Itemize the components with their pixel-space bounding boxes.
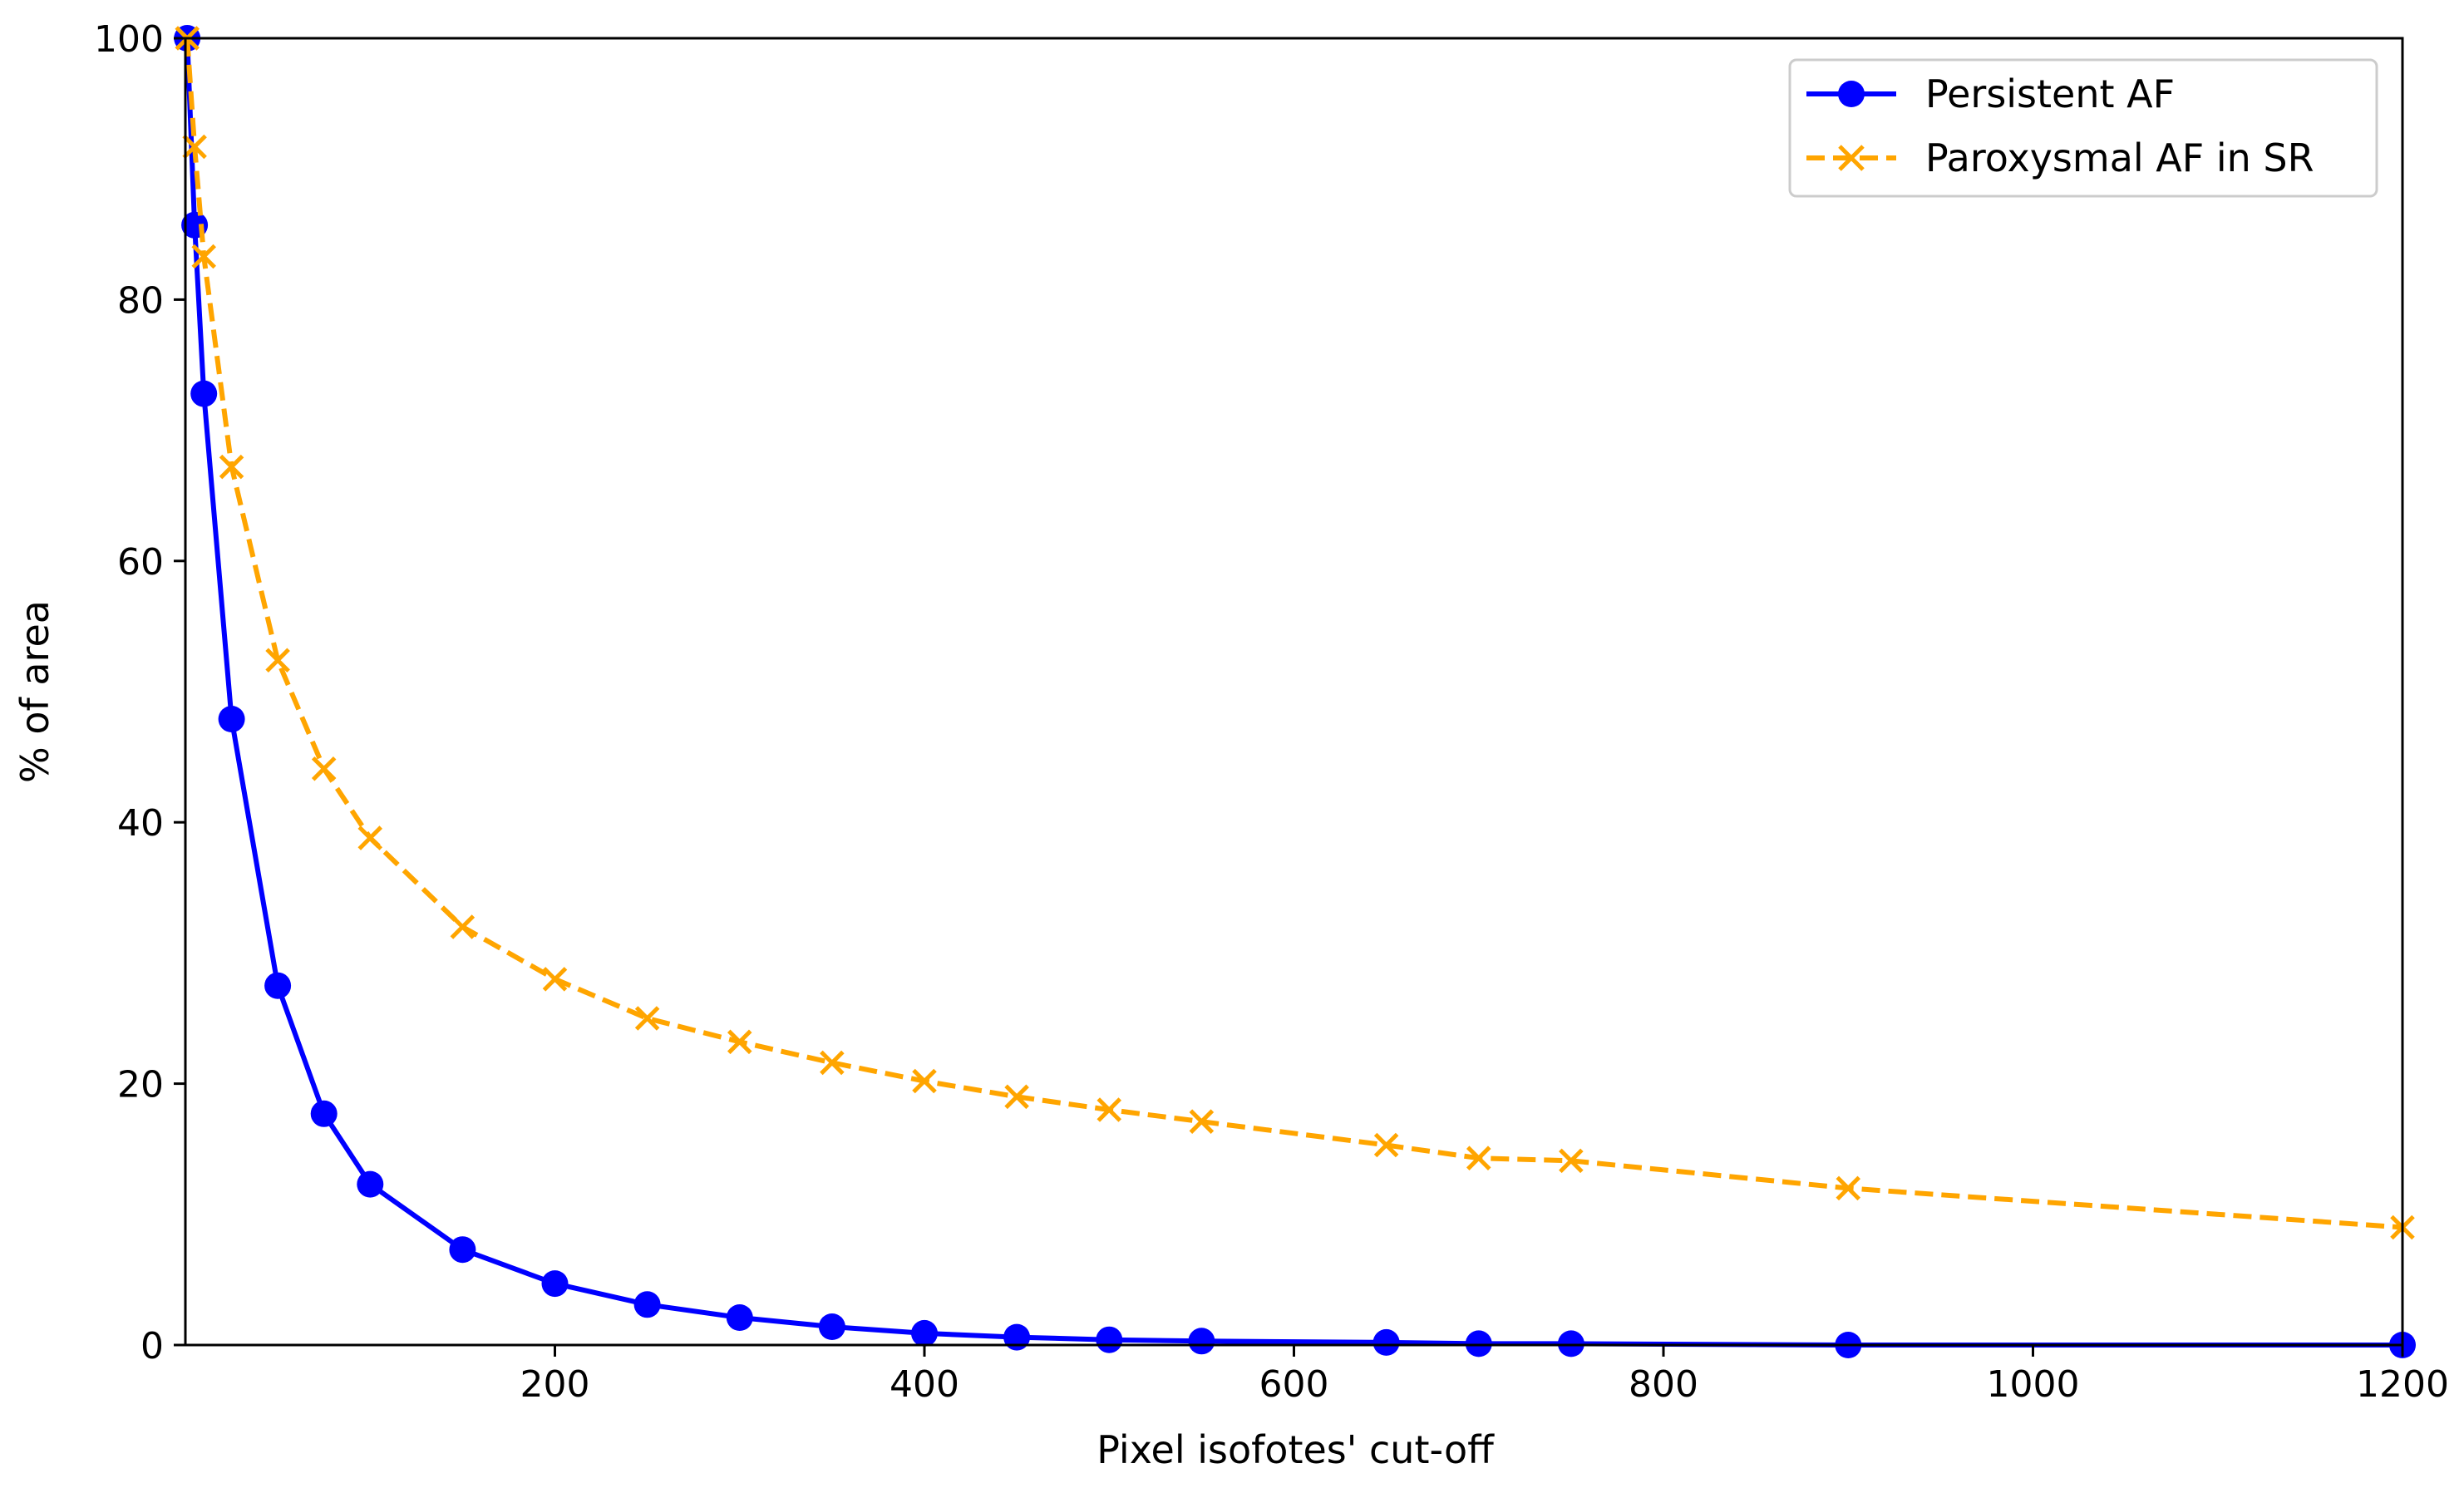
data-point-persistent-af — [218, 706, 245, 732]
data-point-persistent-af — [264, 972, 292, 999]
data-point-persistent-af — [633, 1291, 661, 1318]
data-point-paroxysmal-af-in-sr — [1004, 1084, 1029, 1110]
data-point-persistent-af — [541, 1270, 569, 1298]
data-point-persistent-af — [449, 1236, 476, 1264]
data-point-paroxysmal-af-in-sr — [912, 1068, 937, 1094]
data-point-paroxysmal-af-in-sr — [727, 1029, 752, 1055]
data-point-paroxysmal-af-in-sr — [357, 825, 383, 850]
data-point-persistent-af — [310, 1100, 338, 1127]
legend-marker-paroxysmal-af — [1838, 145, 1865, 171]
x-tick-label: 800 — [1629, 1363, 1698, 1406]
y-tick-label: 0 — [140, 1325, 164, 1367]
x-tick-label: 200 — [520, 1363, 590, 1406]
legend-item-paroxysmal-af: Paroxysmal AF in SR — [1806, 135, 2314, 180]
data-point-paroxysmal-af-in-sr — [1189, 1109, 1215, 1134]
axes-layer: 200 400 600 800 1000 1200 0 20 40 60 80 100 — [94, 18, 2449, 1406]
legend-item-persistent-af: Persistent AF — [1806, 71, 2175, 116]
data-point-paroxysmal-af-in-sr — [542, 967, 568, 992]
data-point-paroxysmal-af-in-sr — [191, 244, 216, 269]
x-tick-label: 400 — [890, 1363, 959, 1406]
y-tick-label: 60 — [117, 541, 164, 584]
data-point-paroxysmal-af-in-sr — [450, 914, 476, 939]
data-point-paroxysmal-af-in-sr — [634, 1006, 660, 1031]
data-point-persistent-af — [1003, 1323, 1031, 1351]
data-point-paroxysmal-af-in-sr — [1559, 1148, 1584, 1174]
data-point-persistent-af — [190, 380, 218, 407]
legend-label-paroxysmal-af: Paroxysmal AF in SR — [1925, 135, 2314, 180]
data-point-persistent-af — [357, 1170, 384, 1198]
legend-marker-persistent-af — [1838, 81, 1865, 107]
legend: Persistent AF Paroxysmal AF in SR — [1788, 58, 2378, 198]
data-point-persistent-af — [818, 1313, 845, 1340]
data-point-paroxysmal-af-in-sr — [1466, 1146, 1491, 1170]
legend-label-persistent-af: Persistent AF — [1925, 71, 2175, 116]
y-tick-label: 20 — [117, 1064, 164, 1106]
data-point-paroxysmal-af-in-sr — [311, 756, 337, 781]
data-point-persistent-af — [1557, 1330, 1584, 1357]
data-point-persistent-af — [1188, 1328, 1215, 1355]
data-point-paroxysmal-af-in-sr — [219, 454, 244, 480]
data-point-paroxysmal-af-in-sr — [1836, 1175, 1861, 1201]
x-tick-label: 1200 — [2356, 1363, 2449, 1406]
y-tick-label: 100 — [94, 18, 164, 61]
data-point-paroxysmal-af-in-sr — [265, 648, 290, 673]
data-point-paroxysmal-af-in-sr — [1096, 1097, 1122, 1122]
y-axis-title: % of area — [12, 600, 57, 783]
data-point-paroxysmal-af-in-sr — [182, 134, 207, 160]
x-tick-label: 600 — [1259, 1363, 1329, 1406]
y-tick-label: 40 — [117, 802, 164, 845]
data-point-persistent-af — [1465, 1330, 1492, 1357]
series-persistent-af — [174, 25, 2416, 1358]
x-tick-label: 1000 — [1987, 1363, 2080, 1406]
y-tick-label: 80 — [117, 279, 164, 322]
series-paroxysmal-af-in-sr — [175, 26, 2415, 1240]
data-point-paroxysmal-af-in-sr — [1373, 1132, 1399, 1158]
series-layer — [174, 25, 2416, 1358]
x-axis-title: Pixel isofotes' cut-off — [1096, 1427, 1495, 1472]
data-point-persistent-af — [726, 1304, 753, 1331]
legend-box — [1788, 58, 2378, 198]
data-point-persistent-af — [1372, 1328, 1400, 1356]
data-point-persistent-af — [911, 1319, 938, 1347]
data-point-paroxysmal-af-in-sr — [820, 1050, 845, 1076]
data-point-persistent-af — [1096, 1326, 1123, 1353]
